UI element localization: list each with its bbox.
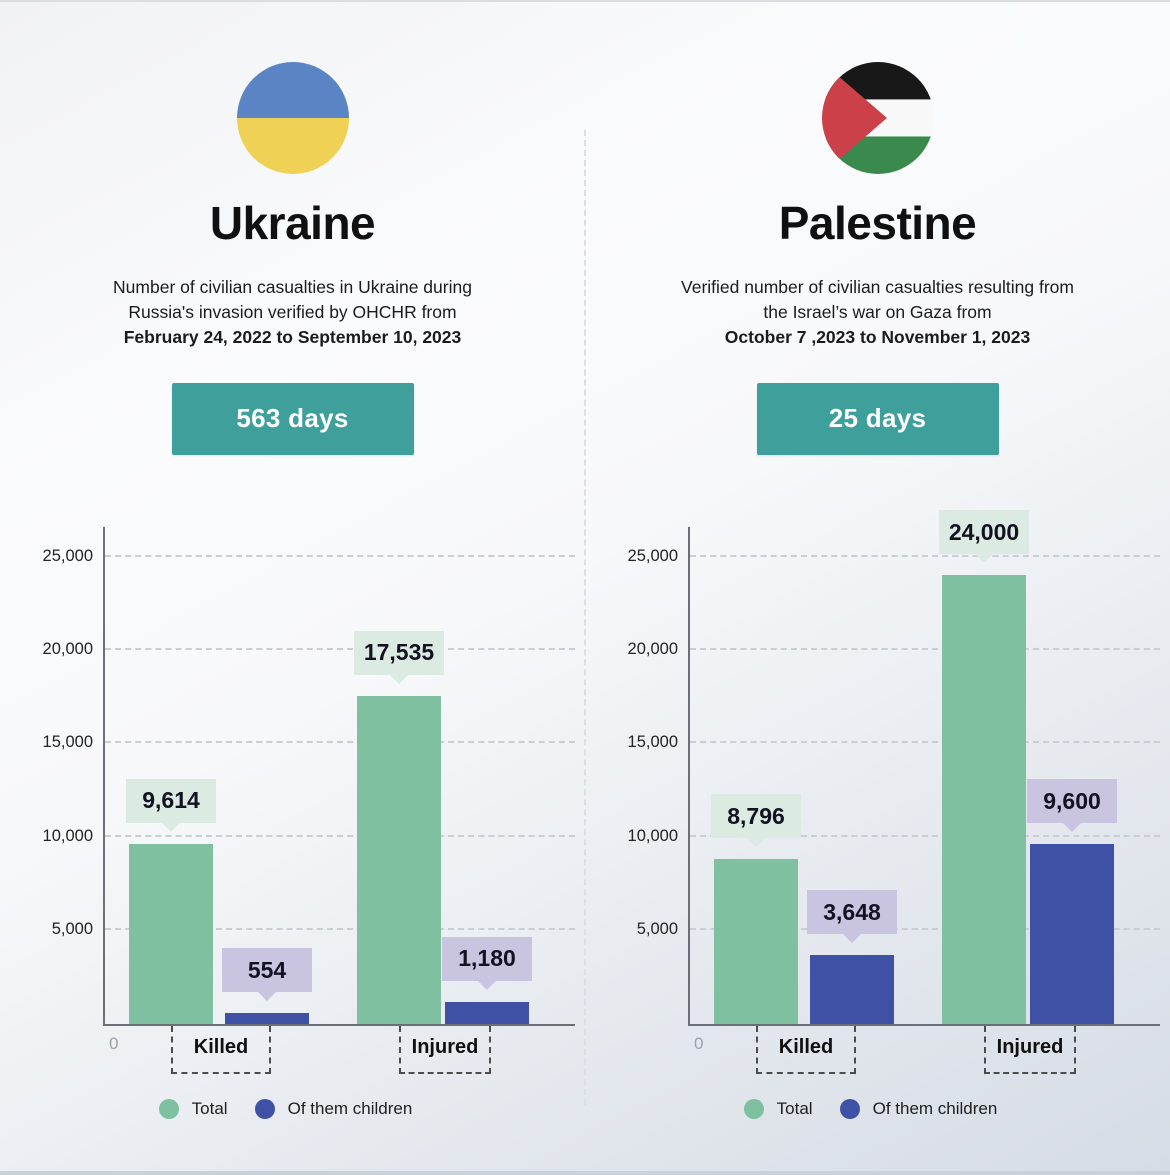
- gridline: [105, 834, 575, 837]
- bar-total-killed: [129, 843, 213, 1024]
- y-tick-label: 20,000: [627, 639, 678, 658]
- gridline: [105, 647, 575, 650]
- y-tick-label: 5,000: [636, 920, 678, 939]
- children-legend-label: Of them children: [287, 1098, 413, 1118]
- y-axis-zero-label: 0: [694, 1033, 704, 1053]
- gridline: [690, 928, 1160, 931]
- category-bracket: Injured: [399, 1025, 491, 1074]
- y-tick-label: 10,000: [42, 826, 93, 845]
- palestine-bar-chart: 0 5,000 10,000 15,000 20,000 25,000 8,796 3,648…: [593, 510, 1160, 1083]
- description-line: Verified number of civilian casualties r…: [681, 276, 1074, 297]
- gridline: [690, 554, 1160, 557]
- value-callout: 8,796: [711, 794, 801, 839]
- ukraine-title: Ukraine: [209, 197, 376, 249]
- chart-plot-area: 0 5,000 10,000 15,000 20,000 25,000 9,614 554 Ki…: [43, 526, 575, 1074]
- description-line: Russia's invasion verified by OHCHR from: [128, 301, 457, 322]
- value-callout: 24,000: [939, 510, 1029, 555]
- y-tick-label: 5,000: [51, 920, 93, 939]
- category-label-injured: Injured: [996, 1035, 1064, 1058]
- y-tick-label: 25,000: [627, 546, 678, 565]
- gridline: [105, 554, 575, 557]
- y-tick-label: 25,000: [42, 546, 93, 565]
- chart-plot-area: 0 5,000 10,000 15,000 20,000 25,000 8,796 3,648…: [628, 510, 1160, 1074]
- value-callout: 1,180: [442, 936, 532, 981]
- y-axis-zero-label: 0: [109, 1033, 119, 1053]
- total-legend-dot: [743, 1098, 764, 1119]
- category-bracket: Killed: [171, 1025, 271, 1074]
- y-tick-label: 10,000: [627, 826, 678, 845]
- duration-text: 25 days: [828, 403, 927, 434]
- bar-children-killed: [225, 1013, 309, 1024]
- y-tick-label: 20,000: [42, 639, 93, 658]
- value-callout: 554: [222, 948, 312, 993]
- panel-divider: [584, 130, 586, 1105]
- y-tick-label: 15,000: [627, 733, 678, 752]
- ukraine-bar-chart: 0 5,000 10,000 15,000 20,000 25,000 9,614 554 Ki…: [8, 526, 575, 1083]
- palestine-title: Palestine: [778, 197, 977, 249]
- bar-total-injured: [357, 695, 441, 1024]
- gridline: [105, 928, 575, 931]
- gridline: [690, 647, 1160, 650]
- description-line: Number of civilian casualties in Ukraine…: [113, 276, 472, 297]
- category-bracket: Killed: [756, 1025, 856, 1074]
- category-label-killed: Killed: [193, 1035, 249, 1058]
- bar-children-injured: [1030, 844, 1114, 1024]
- ukraine-flag-icon: [236, 62, 349, 174]
- bar-total-injured: [942, 575, 1026, 1024]
- palestine-flag-icon: [821, 62, 934, 174]
- gridline: [690, 741, 1160, 744]
- description-date-range: October 7 ,2023 to November 1, 2023: [724, 326, 1031, 347]
- category-bracket: Injured: [984, 1025, 1076, 1074]
- palestine-description: Verified number of civilian casualties r…: [681, 275, 1074, 350]
- children-legend-dot: [254, 1098, 275, 1119]
- palestine-legend: Total Of them children: [743, 1098, 1012, 1119]
- total-legend-dot: [158, 1098, 179, 1119]
- gridline: [690, 834, 1160, 837]
- description-line: the Israel’s war on Gaza from: [763, 301, 992, 322]
- value-callout: 9,600: [1027, 779, 1117, 824]
- total-legend-label: Total: [776, 1098, 813, 1118]
- bar-children-killed: [810, 955, 894, 1024]
- description-date-range: February 24, 2022 to September 10, 2023: [123, 326, 462, 347]
- bar-total-killed: [714, 859, 798, 1024]
- ukraine-legend: Total Of them children: [158, 1098, 427, 1119]
- ukraine-duration-badge: 563 days: [171, 382, 414, 455]
- bar-children-injured: [445, 1001, 529, 1024]
- value-callout: 9,614: [126, 778, 216, 823]
- category-label-killed: Killed: [778, 1035, 834, 1058]
- duration-text: 563 days: [236, 403, 349, 434]
- category-label-injured: Injured: [411, 1035, 479, 1058]
- value-callout: 3,648: [807, 890, 897, 935]
- total-legend-label: Total: [191, 1098, 228, 1118]
- ukraine-description: Number of civilian casualties in Ukraine…: [113, 275, 472, 350]
- gridline: [105, 741, 575, 744]
- y-tick-label: 15,000: [42, 733, 93, 752]
- ukraine-panel: Ukraine Number of civilian casualties in…: [0, 2, 585, 1171]
- value-callout: 17,535: [354, 630, 444, 675]
- children-legend-dot: [839, 1098, 860, 1119]
- palestine-panel: Palestine Verified number of civilian ca…: [585, 2, 1170, 1171]
- children-legend-label: Of them children: [872, 1098, 998, 1118]
- palestine-duration-badge: 25 days: [756, 382, 999, 455]
